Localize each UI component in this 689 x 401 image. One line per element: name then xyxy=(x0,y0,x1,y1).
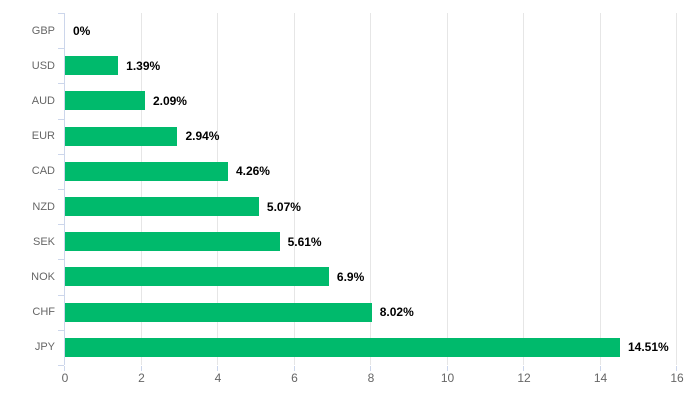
bar-value-label: 2.94% xyxy=(185,129,220,144)
category-label: GBP xyxy=(31,25,55,37)
x-axis-tick xyxy=(523,366,524,371)
category-label: EUR xyxy=(31,130,55,142)
x-axis-tick xyxy=(217,366,218,371)
x-axis-tick-label: 12 xyxy=(517,371,531,385)
category-label: AUD xyxy=(31,95,55,107)
x-axis-tick-label: 2 xyxy=(138,371,145,385)
category-label: USD xyxy=(31,60,55,72)
category-label: JPY xyxy=(34,341,55,353)
y-axis-tick xyxy=(58,330,64,331)
x-axis-tick xyxy=(599,366,601,371)
x-axis-tick-label: 16 xyxy=(670,371,684,385)
bar xyxy=(65,161,228,181)
bar-row: 4.26% xyxy=(65,154,677,189)
bar xyxy=(65,197,259,217)
x-axis-tick xyxy=(293,366,295,371)
y-axis-tick xyxy=(58,119,64,120)
bar-row: 0% xyxy=(65,13,677,48)
x-axis-tick-label: 4 xyxy=(214,371,222,385)
y-axis-tick xyxy=(58,48,64,49)
bar-row: 2.94% xyxy=(65,119,677,154)
bar-value-label: 5.07% xyxy=(266,199,301,214)
bar xyxy=(65,337,620,357)
bar xyxy=(65,232,280,252)
bar-row: 8.02% xyxy=(65,295,677,330)
x-axis-tick-label: 0 xyxy=(61,371,69,385)
category-label: CHF xyxy=(32,306,55,318)
plot-area: 0% 1.39% 2.09% 2.94% 4.26% 5.07% 5.61% 6.9% 8.02… xyxy=(58,13,677,371)
category-label: SEK xyxy=(32,236,55,248)
gridline xyxy=(293,13,295,365)
x-axis-tick xyxy=(446,366,448,371)
y-axis-tick xyxy=(58,13,64,14)
bar xyxy=(65,302,372,322)
y-axis-tick xyxy=(58,295,64,296)
category-label: NOK xyxy=(31,271,55,283)
bar-row: 6.9% xyxy=(65,259,677,294)
y-axis-tick xyxy=(58,365,64,366)
bar-value-label: 5.61% xyxy=(287,234,322,249)
bar xyxy=(65,267,329,287)
x-axis-tick xyxy=(676,366,677,371)
bar-value-label: 4.26% xyxy=(235,164,270,179)
gridline xyxy=(370,13,371,365)
bar-value-label: 2.09% xyxy=(152,93,187,108)
x-axis-tick xyxy=(370,366,371,371)
category-label: CAD xyxy=(31,165,55,177)
bar-row: 5.07% xyxy=(65,189,677,224)
gridline xyxy=(676,13,677,365)
x-axis-tick-label: 8 xyxy=(367,371,375,385)
bar xyxy=(65,126,178,146)
gridline xyxy=(599,13,601,365)
y-axis-tick xyxy=(58,189,64,190)
bar-value-label: 8.02% xyxy=(379,305,414,320)
y-axis-line xyxy=(64,13,65,365)
x-axis-tick xyxy=(140,366,142,371)
bar xyxy=(65,91,145,111)
bar-row: 2.09% xyxy=(65,83,677,118)
gridline xyxy=(446,13,448,365)
y-axis-tick xyxy=(58,154,64,155)
bar-row: 1.39% xyxy=(65,48,677,83)
bar xyxy=(65,56,119,76)
gridline xyxy=(523,13,524,365)
bar-value-label: 14.51% xyxy=(628,340,669,355)
y-axis-tick xyxy=(58,259,64,260)
x-axis-tick-label: 6 xyxy=(291,371,298,385)
x-axis-tick-label: 14 xyxy=(593,371,608,385)
gridline xyxy=(140,13,142,365)
bar-value-label: 1.39% xyxy=(126,58,161,73)
bar-row: 14.51% xyxy=(65,330,677,365)
y-axis-tick xyxy=(58,83,64,84)
x-axis-tick xyxy=(64,366,65,371)
bar-value-label: 6.9% xyxy=(336,269,365,284)
bar-value-label: 0% xyxy=(73,23,91,38)
category-label: NZD xyxy=(32,201,55,213)
bar-row: 5.61% xyxy=(65,224,677,259)
x-axis-tick-label: 10 xyxy=(440,371,455,385)
gridline xyxy=(217,13,218,365)
y-axis-tick xyxy=(58,224,64,225)
